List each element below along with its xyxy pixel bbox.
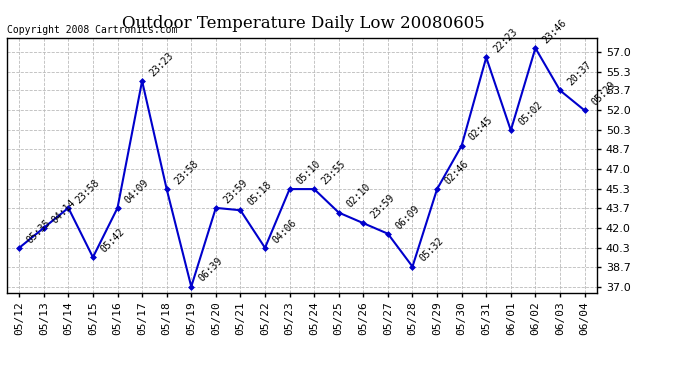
Text: 23:58: 23:58 [74, 177, 101, 205]
Text: 05:42: 05:42 [99, 226, 126, 255]
Text: 23:46: 23:46 [541, 18, 569, 45]
Text: 04:09: 04:09 [123, 177, 151, 205]
Text: 04:14: 04:14 [49, 197, 77, 225]
Text: 23:59: 23:59 [369, 192, 397, 220]
Text: Outdoor Temperature Daily Low 20080605: Outdoor Temperature Daily Low 20080605 [122, 15, 485, 32]
Text: 06:09: 06:09 [393, 203, 422, 231]
Text: 05:02: 05:02 [516, 100, 544, 128]
Text: 02:10: 02:10 [344, 182, 372, 210]
Text: 23:58: 23:58 [172, 159, 200, 186]
Text: 05:29: 05:29 [590, 80, 618, 108]
Text: 02:46: 02:46 [442, 159, 471, 186]
Text: 23:55: 23:55 [319, 159, 348, 186]
Text: 05:32: 05:32 [418, 236, 446, 264]
Text: 06:39: 06:39 [197, 256, 225, 284]
Text: 05:18: 05:18 [246, 180, 274, 207]
Text: Copyright 2008 Cartronics.com: Copyright 2008 Cartronics.com [7, 25, 177, 35]
Text: 05:35: 05:35 [25, 217, 52, 245]
Text: 20:37: 20:37 [566, 60, 593, 88]
Text: 02:45: 02:45 [467, 115, 495, 143]
Text: 22:23: 22:23 [492, 27, 520, 55]
Text: 23:23: 23:23 [148, 50, 175, 78]
Text: 23:59: 23:59 [221, 177, 249, 205]
Text: 04:06: 04:06 [270, 217, 298, 245]
Text: 05:10: 05:10 [295, 159, 323, 186]
